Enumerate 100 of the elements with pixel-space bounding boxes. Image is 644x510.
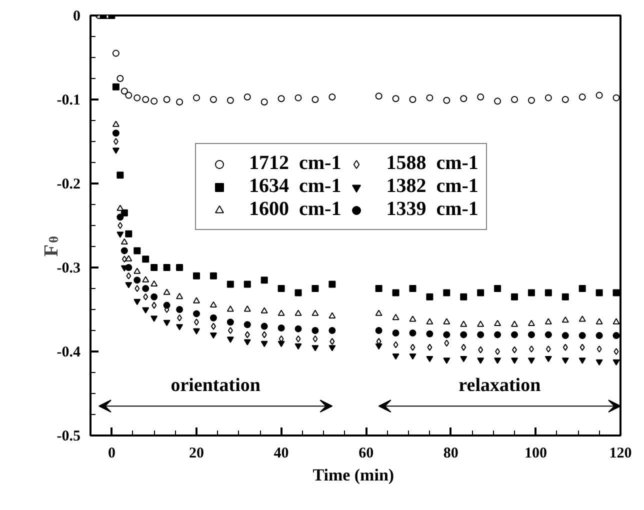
- point: [578, 332, 586, 340]
- point: [409, 330, 416, 337]
- point: [163, 264, 170, 271]
- point: [426, 356, 434, 362]
- point: [312, 285, 319, 292]
- point: [278, 340, 285, 348]
- legend-label: 1339 cm-1: [386, 198, 478, 221]
- point: [163, 302, 170, 309]
- point: [544, 356, 552, 362]
- point: [120, 247, 128, 254]
- point: [294, 343, 302, 350]
- point: [278, 324, 285, 332]
- point: [393, 341, 398, 348]
- point: [226, 318, 234, 326]
- point: [278, 95, 285, 102]
- point: [562, 316, 569, 323]
- point: [143, 293, 148, 300]
- legend-label: 1588 cm-1: [386, 152, 478, 175]
- point: [494, 320, 502, 326]
- point: [443, 331, 450, 338]
- point: [596, 318, 603, 324]
- point: [193, 297, 200, 304]
- point: [460, 356, 468, 362]
- point: [511, 320, 518, 327]
- point: [460, 331, 468, 338]
- point: [460, 95, 468, 102]
- x-tick-label: 120: [609, 446, 632, 462]
- y-tick-label: -0.2: [56, 176, 81, 192]
- point: [477, 289, 484, 296]
- point: [112, 120, 120, 127]
- point: [392, 95, 400, 102]
- point: [426, 293, 434, 300]
- point: [312, 345, 319, 352]
- point: [596, 332, 603, 340]
- point: [294, 94, 302, 102]
- point: [596, 345, 602, 352]
- point: [375, 285, 382, 292]
- y-tick-label: -0.5: [56, 428, 81, 444]
- point: [409, 353, 416, 360]
- point: [278, 310, 285, 316]
- point: [210, 314, 217, 322]
- point: [228, 327, 233, 334]
- point: [210, 332, 217, 339]
- point: [176, 324, 184, 330]
- point: [134, 268, 141, 274]
- point: [142, 285, 150, 292]
- point: [260, 322, 268, 330]
- point: [176, 264, 184, 271]
- point: [193, 310, 200, 318]
- point: [477, 93, 484, 100]
- point: [150, 280, 158, 287]
- point: [142, 256, 150, 263]
- point: [150, 316, 158, 322]
- y-tick-label: -0.3: [56, 260, 81, 276]
- point: [126, 272, 132, 280]
- point: [596, 92, 603, 99]
- point: [142, 307, 150, 314]
- point: [410, 344, 416, 351]
- point: [134, 94, 141, 102]
- x-tick-label: 100: [524, 446, 547, 462]
- point: [578, 93, 586, 100]
- point: [444, 340, 450, 347]
- point: [152, 302, 157, 309]
- point: [409, 316, 416, 322]
- point: [312, 335, 318, 342]
- point: [460, 293, 468, 300]
- y-tick-label: -0.4: [56, 344, 81, 360]
- point: [120, 88, 128, 95]
- point: [578, 316, 586, 322]
- point: [580, 344, 585, 351]
- point: [125, 230, 132, 238]
- x-tick-label: 80: [443, 446, 458, 462]
- point: [163, 288, 170, 295]
- point: [495, 348, 500, 355]
- point: [528, 320, 535, 326]
- point: [193, 94, 200, 102]
- point: [134, 298, 141, 306]
- point: [562, 96, 569, 103]
- point: [511, 96, 518, 103]
- point: [494, 98, 502, 105]
- point: [134, 276, 141, 284]
- point: [125, 264, 132, 271]
- point: [477, 320, 484, 327]
- y-tick-label: -0.1: [56, 92, 81, 108]
- point: [392, 353, 400, 360]
- point: [528, 289, 535, 296]
- x-tick-label: 40: [274, 446, 289, 462]
- point: [477, 358, 484, 364]
- point: [528, 358, 535, 364]
- point: [116, 204, 124, 211]
- point: [596, 289, 603, 296]
- point: [511, 331, 518, 338]
- point: [150, 293, 158, 300]
- point: [392, 330, 400, 337]
- point: [113, 138, 118, 145]
- point: [193, 328, 200, 334]
- point: [494, 331, 502, 338]
- point: [112, 83, 120, 90]
- point: [392, 314, 400, 320]
- point: [375, 310, 382, 316]
